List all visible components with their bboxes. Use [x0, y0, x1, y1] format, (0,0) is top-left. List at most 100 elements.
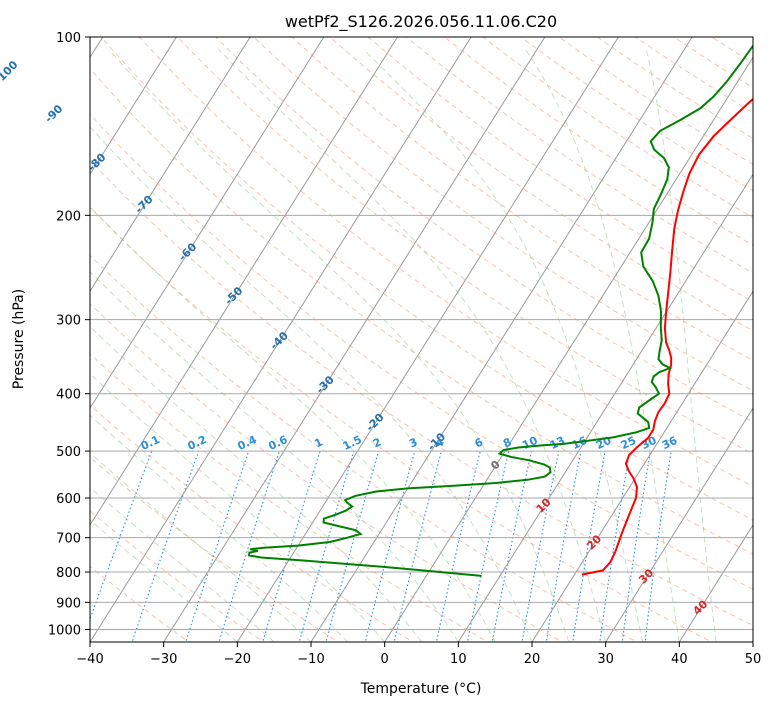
y-tick-label: 800	[56, 566, 81, 581]
x-tick-label: −40	[76, 652, 103, 667]
dry-adiabat	[253, 37, 753, 392]
mixing-ratio-label: 10	[520, 434, 540, 452]
isotherm-label: 30	[636, 566, 656, 586]
x-tick-label: 20	[524, 652, 541, 667]
isotherm	[90, 37, 178, 176]
mixing-ratio-label: 3	[407, 435, 419, 450]
mixing-ratio-line	[298, 450, 355, 642]
dewpoint-line	[248, 44, 753, 577]
moist-adiabat	[90, 325, 422, 642]
mixing-ratio-line	[218, 450, 281, 642]
dry-adiabat	[138, 37, 753, 488]
moist-adiabat	[645, 49, 717, 642]
dry-adiabat	[90, 254, 639, 642]
sounding-profiles	[248, 44, 753, 577]
mixing-ratio-line	[521, 450, 560, 642]
y-tick-label: 600	[56, 492, 81, 507]
x-tick-label: −10	[297, 652, 324, 667]
y-tick-label: 500	[56, 445, 81, 460]
isobars	[90, 37, 753, 630]
mixing-ratio-line	[644, 451, 672, 642]
mixing-ratio-label: 36	[660, 434, 680, 452]
dry-adiabat	[635, 37, 753, 114]
y-tick-label: 1000	[48, 623, 81, 638]
y-tick-label: 400	[56, 388, 81, 403]
y-axis-title: Pressure (hPa)	[11, 289, 27, 389]
mixing-ratio-line	[393, 450, 442, 642]
isotherm-label: -70	[132, 193, 155, 216]
x-tick-label: 30	[597, 652, 614, 667]
x-axis-title: Temperature (°C)	[360, 681, 482, 697]
mixing-ratio-line	[262, 450, 321, 642]
plot-frame	[89, 36, 754, 643]
mixing-ratio-label: 0.2	[186, 433, 209, 453]
dry-adiabat	[100, 37, 753, 521]
y-axis: 1000 900 800 700 600 500 400 300 200 100	[48, 31, 90, 638]
mixing-ratio-label: 16	[570, 434, 590, 452]
mixing-ratio-label: 20	[594, 434, 614, 452]
mixing-ratio-label: 1	[312, 435, 324, 450]
isotherm	[531, 290, 753, 642]
mixing-ratio-label: 0.1	[139, 433, 162, 453]
isotherm-label: -100	[0, 58, 21, 87]
moist-adiabats	[90, 49, 717, 642]
dry-adiabat	[90, 159, 753, 627]
y-tick-label: 200	[56, 209, 81, 224]
mixing-ratio-label: 13	[548, 434, 567, 452]
mixing-ratio-line	[364, 450, 416, 642]
x-axis: −40 −30 −20 −10 0 10 20 30 40 50	[76, 642, 761, 667]
x-tick-label: 50	[745, 652, 762, 667]
chart-title: wetPf2_S126.2026.056.11.06.C20	[285, 12, 557, 32]
x-tick-label: −30	[150, 652, 177, 667]
isotherm-label: -30	[314, 373, 337, 396]
moist-adiabat	[108, 49, 570, 642]
mixing-ratio-label: 0.4	[236, 433, 259, 453]
isotherm-label: -90	[42, 102, 65, 125]
isotherm	[310, 37, 693, 642]
y-tick-label: 900	[56, 596, 81, 611]
x-tick-label: 40	[671, 652, 688, 667]
x-tick-label: 0	[381, 652, 389, 667]
moist-adiabat	[90, 486, 275, 642]
isotherm-label: -20	[363, 411, 386, 434]
dry-adiabat	[177, 37, 753, 455]
moist-adiabat	[525, 49, 680, 642]
dry-adiabat	[482, 37, 753, 219]
isotherm-label: -40	[268, 329, 291, 352]
isotherm	[90, 37, 399, 527]
mixing-ratio-line	[545, 450, 582, 642]
dry-adiabat	[90, 456, 340, 642]
dry-adiabats	[90, 37, 753, 642]
y-tick-label: 300	[56, 314, 81, 329]
dry-adiabat	[90, 353, 489, 642]
dry-adiabat	[90, 404, 414, 642]
mixing-ratio-line	[435, 450, 481, 642]
y-tick-label: 700	[56, 532, 81, 547]
y-tick-label: 100	[56, 31, 81, 46]
isotherm	[605, 407, 753, 642]
isotherm	[678, 524, 753, 642]
isotherm-label: -80	[85, 150, 108, 173]
moist-adiabat	[90, 271, 459, 642]
moist-adiabat	[90, 125, 533, 642]
isotherms	[90, 37, 753, 642]
isotherm	[90, 37, 251, 293]
isotherm-label: -50	[222, 284, 245, 307]
mixing-ratio-lines	[90, 450, 672, 642]
isotherm-label: 40	[690, 597, 710, 617]
isotherm	[384, 56, 753, 642]
dry-adiabat	[291, 37, 753, 362]
mixing-ratio-label: 25	[619, 434, 638, 452]
x-tick-label: −20	[224, 652, 251, 667]
isotherm	[90, 37, 472, 642]
dry-adiabat	[90, 67, 753, 555]
isotherm-label: 0	[488, 458, 503, 473]
isotherm	[457, 173, 753, 642]
dry-adiabat	[673, 37, 753, 89]
mixing-ratio-label: 0.6	[266, 433, 289, 453]
isotherm-label: -60	[176, 240, 199, 263]
mixing-ratio-label: 30	[639, 434, 659, 452]
x-tick-label: 10	[450, 652, 467, 667]
isotherm	[752, 641, 753, 642]
mixing-ratio-line	[185, 450, 250, 642]
